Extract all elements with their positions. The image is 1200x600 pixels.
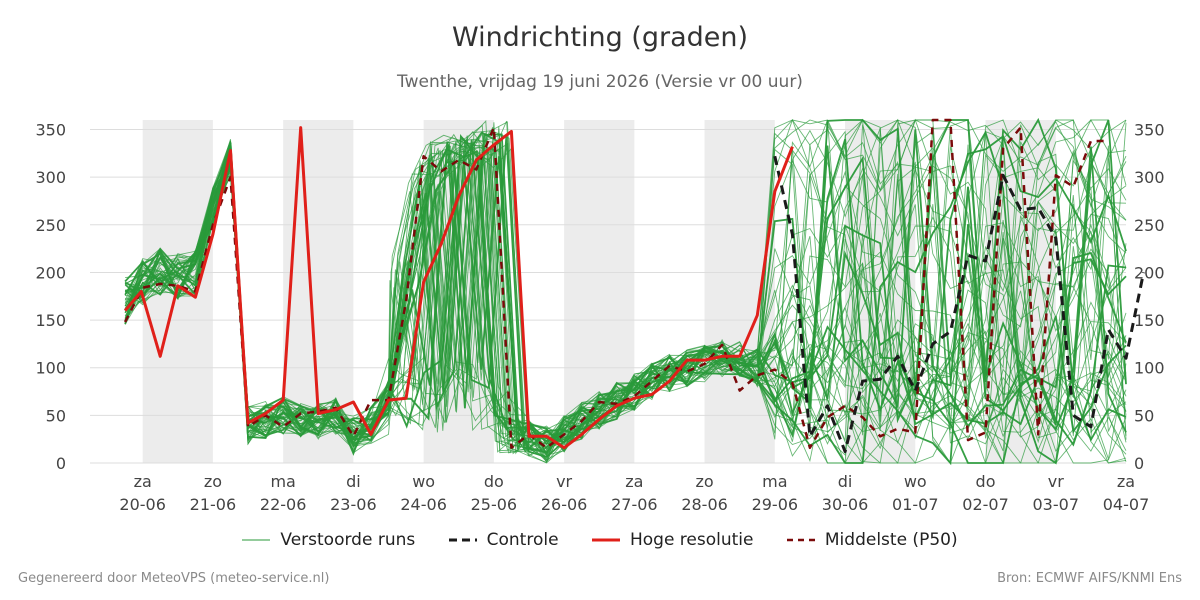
ensemble-member-16: [124, 132, 1127, 448]
x-tick-day-15: za: [1117, 472, 1135, 491]
y-tick-right-250: 250: [1134, 216, 1165, 235]
y-tick-left-100: 100: [35, 359, 66, 378]
x-tick-date-11: 30-06: [822, 495, 869, 514]
x-tick-date-9: 28-06: [681, 495, 728, 514]
legend-label-hires: Hoge resolutie: [629, 530, 754, 550]
x-tick-date-10: 29-06: [752, 495, 799, 514]
x-tick-day-9: zo: [695, 472, 713, 491]
x-tick-date-13: 02-07: [962, 495, 1009, 514]
ensemble-member-31: [124, 133, 1127, 464]
footer-generator: Gegenereerd door MeteoVPS (meteo-service…: [18, 571, 330, 586]
y-tick-left-0: 0: [56, 454, 66, 473]
y-tick-right-0: 0: [1134, 454, 1144, 473]
ensemble-member-49: [124, 117, 1127, 466]
y-tick-left-300: 300: [35, 168, 66, 187]
x-tick-day-11: di: [838, 472, 853, 491]
x-tick-day-12: wo: [904, 472, 927, 491]
y-tick-left-350: 350: [35, 121, 66, 140]
legend-label-ensemble: Verstoorde runs: [280, 530, 416, 550]
legend-item-median: Middelste (P50): [786, 530, 958, 550]
y-tick-right-200: 200: [1134, 263, 1165, 282]
x-tick-date-15: 04-07: [1103, 495, 1150, 514]
legend-label-control: Controle: [486, 530, 559, 550]
chart-subtitle: Twenthe, vrijdag 19 juni 2026 (Versie vr…: [397, 72, 803, 92]
legend-item-control: Controle: [448, 530, 559, 550]
x-tick-date-14: 03-07: [1033, 495, 1080, 514]
x-tick-day-8: za: [625, 472, 643, 491]
y-tick-left-150: 150: [35, 311, 66, 330]
x-tick-date-3: 22-06: [260, 495, 307, 514]
footer-source: Bron: ECMWF AIFS/KNMI Ens: [997, 571, 1182, 586]
x-tick-date-5: 24-06: [400, 495, 447, 514]
chart-legend: Verstoorde runs Controle Hoge resolutie …: [0, 530, 1200, 550]
legend-swatch-control: [448, 538, 477, 542]
ensemble-member-47: [124, 132, 1127, 452]
x-tick-date-4: 23-06: [330, 495, 377, 514]
x-tick-day-10: ma: [762, 472, 787, 491]
ensemble-member-43: [124, 142, 1127, 464]
y-tick-left-50: 50: [46, 406, 66, 425]
x-tick-date-8: 27-06: [611, 495, 658, 514]
x-tick-day-14: vr: [1048, 472, 1064, 491]
x-tick-date-12: 01-07: [892, 495, 939, 514]
x-tick-day-2: zo: [204, 472, 222, 491]
y-tick-right-100: 100: [1134, 359, 1165, 378]
ensemble-member-48: [124, 128, 1127, 465]
x-tick-date-6: 25-06: [471, 495, 518, 514]
y-tick-right-300: 300: [1134, 168, 1165, 187]
x-tick-day-3: ma: [270, 472, 295, 491]
x-tick-day-7: vr: [556, 472, 572, 491]
legend-item-hires: Hoge resolutie: [591, 530, 754, 550]
x-tick-day-6: do: [484, 472, 504, 491]
legend-swatch-hires: [591, 538, 620, 542]
legend-swatch-median: [786, 538, 815, 542]
x-tick-day-1: za: [134, 472, 152, 491]
legend-label-median: Middelste (P50): [824, 530, 958, 550]
x-tick-date-7: 26-06: [541, 495, 588, 514]
x-tick-day-4: di: [346, 472, 361, 491]
y-tick-right-350: 350: [1134, 121, 1165, 140]
y-tick-left-250: 250: [35, 216, 66, 235]
legend-item-ensemble: Verstoorde runs: [242, 530, 415, 550]
x-tick-date-2: 21-06: [190, 495, 237, 514]
y-tick-right-50: 50: [1134, 406, 1154, 425]
y-tick-left-200: 200: [35, 263, 66, 282]
series-middelste-p50-: [123, 118, 1109, 450]
series-controle: [773, 155, 1146, 454]
series-hoge-resolutie: [123, 126, 794, 450]
y-tick-right-150: 150: [1134, 311, 1165, 330]
x-tick-day-5: wo: [412, 472, 435, 491]
x-tick-day-13: do: [976, 472, 996, 491]
chart-title: Windrichting (graden): [451, 22, 749, 53]
legend-swatch-ensemble: [242, 539, 271, 541]
ensemble-member-36: [124, 119, 1127, 456]
x-tick-date-1: 20-06: [119, 495, 166, 514]
